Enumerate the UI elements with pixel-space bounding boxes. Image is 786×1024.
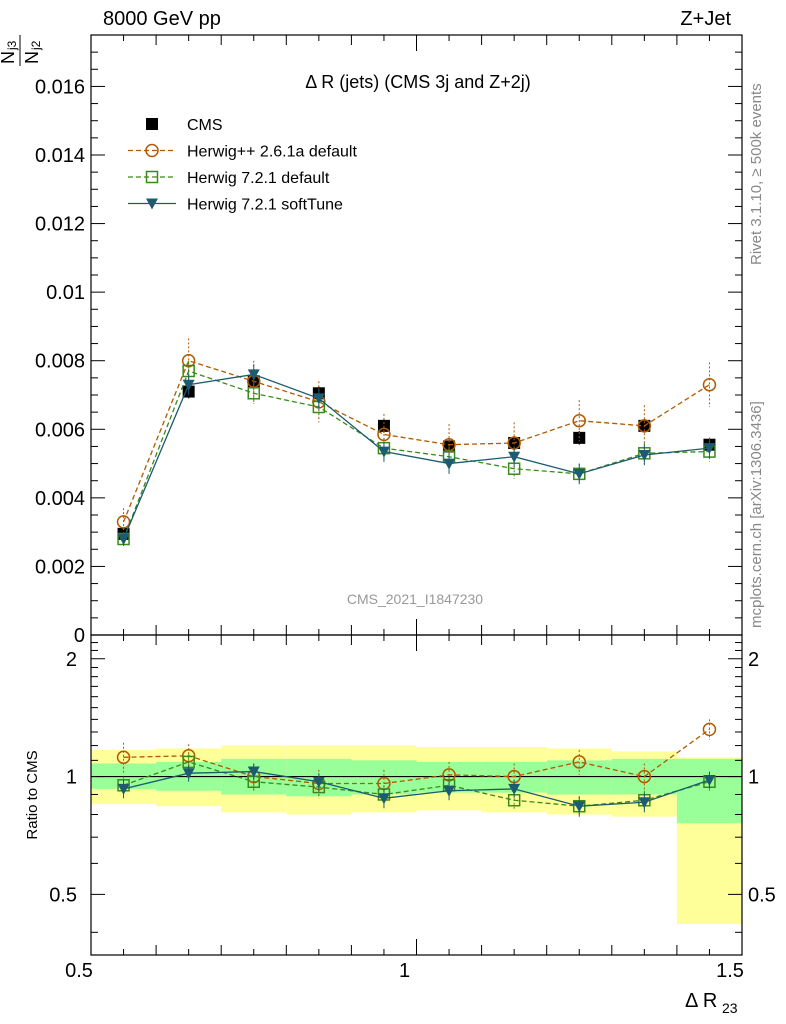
ratio-y-axis-label: Ratio to CMS [24,750,41,839]
data-point [312,393,325,405]
x-axis-label-sub: 23 [722,1000,738,1016]
x-tick-label: 0.5 [65,960,93,982]
ratio-point [443,785,456,797]
data-point [572,413,586,428]
legend-marker [146,118,158,130]
data-point [377,427,391,442]
ratio-y-tick-label-right: 1 [748,767,759,789]
uncertainty-band-inner [676,758,742,824]
x-tick-label: 1 [399,960,410,982]
data-point [637,419,652,433]
legend-label: CMS [187,117,223,134]
data-point [117,534,130,545]
legend-label: Herwig 7.2.1 default [187,170,330,187]
main-y-tick-label: 0.016 [35,76,85,98]
header-left-label: 8000 GeV pp [103,8,221,30]
main-y-tick-label: 0.014 [35,145,85,167]
main-y-tick-label: 0.01 [46,282,85,304]
ratio-point [703,774,716,786]
legend-marker [145,143,159,158]
ratio-point [573,801,586,813]
main-y-tick-label: 0.002 [35,556,85,578]
ratio-y-tick-label-right: 2 [748,649,759,671]
ratio-point [182,768,195,780]
ratio-y-tick-label: 1 [66,767,77,789]
ratio-series-line-2 [123,770,710,807]
data-point [638,450,651,461]
data-point [443,458,456,470]
legend-label: Herwig 7.2.1 softTune [187,197,343,214]
main-plot-title: Δ R (jets) (CMS 3j and Z+2j) [305,72,531,92]
series-line-2 [122,370,710,540]
ratio-point [702,722,717,737]
ratio-point [247,766,260,778]
ratio-y-tick-label: 2 [66,649,77,671]
main-y-tick-label: 0.008 [35,351,85,373]
ratio-y-tick-label: 0.5 [49,884,77,906]
main-y-axis-label-denominator-sub: j2 [29,40,43,51]
ratio-point [638,797,651,809]
main-y-axis-label-sub: j3 [5,40,19,51]
data-point [573,468,586,480]
ratio-point [377,793,390,805]
ratio-y-tick-label-right: 0.5 [748,884,776,906]
data-point [247,369,260,381]
data-point [508,451,521,463]
ratio-series-line-1 [123,761,710,807]
data-point [377,446,390,458]
ratio-point [572,755,586,769]
x-axis-label: Δ R [685,990,717,1012]
ratio-point [312,776,325,788]
series-line-3 [122,373,710,540]
main-y-tick-label: 0.006 [35,419,85,441]
legend-label: Herwig++ 2.6.1a default [187,144,357,161]
x-tick-label: 1.5 [716,960,744,982]
ratio-series-line-0 [123,728,710,785]
main-y-tick-label: 0.012 [35,214,85,236]
ratio-point [637,769,652,784]
ratio-point [508,783,521,795]
ratio-point [117,783,130,795]
main-y-axis-label: N [0,51,18,64]
data-point [702,377,717,392]
uncertainty-band-inner [546,760,612,795]
main-y-tick-label: 0.004 [35,488,85,510]
header-right-label: Z+Jet [680,8,731,30]
analysis-watermark: CMS_2021_I1847230 [347,591,483,607]
data-point [703,443,716,455]
legend-marker [145,170,159,184]
ratio-point [116,750,131,765]
data-point [182,379,195,391]
main-y-tick-label: 0 [74,625,85,647]
main-y-axis-label-denominator: N [22,51,42,64]
legend-marker [146,198,158,210]
data-point [247,387,260,400]
series-line-1 [122,359,710,523]
